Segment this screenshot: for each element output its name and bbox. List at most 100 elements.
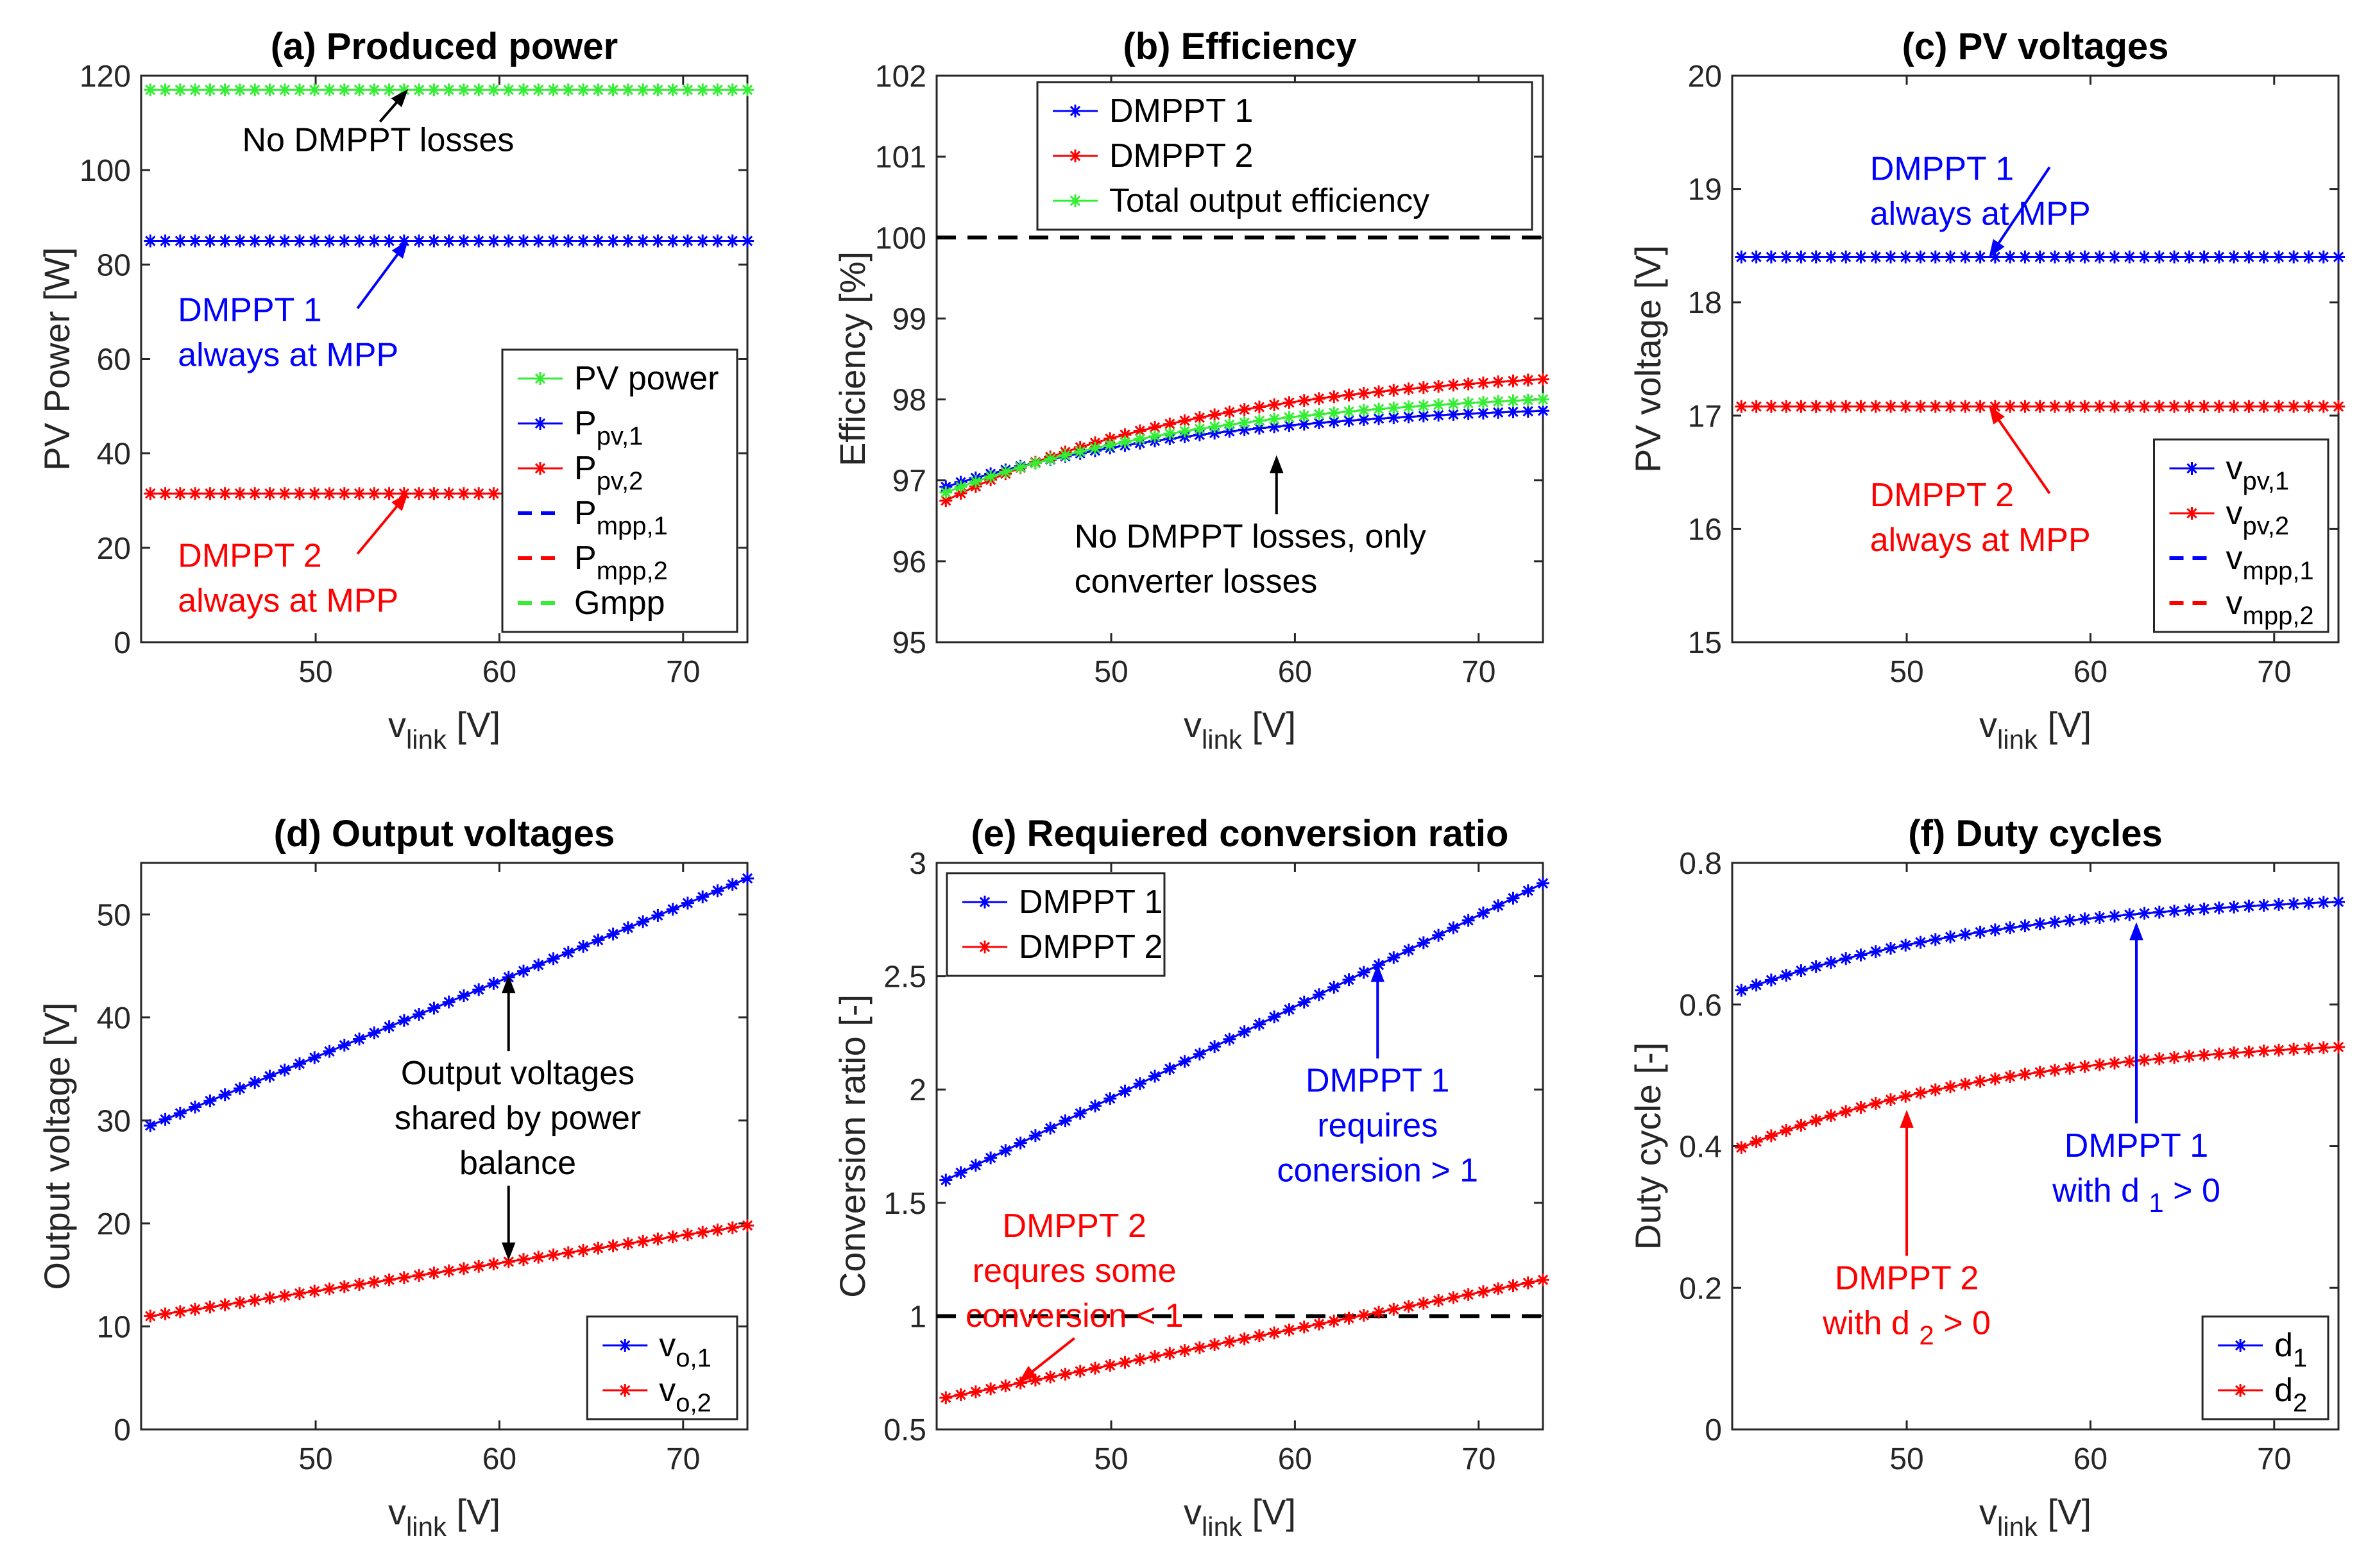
data-point	[1750, 400, 1763, 413]
data-point	[1780, 969, 1793, 982]
data-point	[248, 487, 262, 500]
annotation-arrow	[356, 505, 398, 555]
legend-label-base: P	[574, 495, 597, 532]
data-point	[1794, 964, 1808, 978]
data-point	[248, 234, 262, 248]
data-point	[651, 1232, 665, 1246]
legend-item: Gmpp	[518, 584, 665, 622]
data-point	[2078, 250, 2091, 264]
chart-title: (b) Efficiency	[1123, 26, 1356, 67]
legend-item: d1	[2218, 1327, 2307, 1372]
data-point	[1417, 409, 1430, 423]
data-point	[1476, 376, 1490, 389]
data-point	[1387, 411, 1401, 425]
y-tick-label: 3	[909, 847, 926, 881]
x-tick-label: 60	[482, 1442, 516, 1476]
data-point	[741, 872, 754, 885]
data-point	[233, 1296, 246, 1309]
annotation-text: with d 1 > 0	[2052, 1172, 2220, 1218]
data-point	[1357, 387, 1370, 400]
data-point	[2108, 250, 2121, 264]
data-point	[1163, 417, 1177, 430]
data-point	[293, 83, 306, 97]
x-axis-label: vlink [V]	[1979, 704, 2091, 754]
data-point	[1238, 1332, 1251, 1345]
data-point	[2227, 900, 2241, 914]
data-point	[1899, 400, 1912, 413]
y-tick-label: 0.6	[1679, 989, 1722, 1023]
legend-item: DMPPT 1	[1053, 92, 1253, 130]
data-point	[681, 1228, 694, 1241]
data-point	[1402, 382, 1415, 396]
data-point	[711, 884, 724, 898]
legend-item: Ppv,1	[518, 405, 643, 450]
annotation-arrowhead	[391, 89, 409, 108]
data-point	[1899, 1089, 1912, 1103]
legend-swatch-marker	[534, 372, 547, 385]
data-point	[2257, 1044, 2270, 1058]
data-point	[1238, 416, 1251, 429]
annotation-text: DMPPT 1	[1870, 150, 2014, 187]
data-point	[1914, 935, 1927, 949]
x-axis-label-sub: link	[1997, 724, 2038, 754]
y-tick-label: 96	[892, 545, 926, 579]
annotation: DMPPT 2 with d 2 > 0	[1822, 1109, 1991, 1350]
legend-box	[2153, 438, 2329, 633]
data-point	[2152, 250, 2166, 264]
data-point	[368, 234, 381, 248]
data-point	[2168, 905, 2181, 917]
data-point	[2317, 1041, 2330, 1055]
series-v-o-1	[144, 872, 754, 1132]
data-point	[2302, 896, 2315, 910]
data-point	[1193, 411, 1206, 424]
data-point	[2272, 250, 2285, 264]
legend-label-sub: pv,2	[2243, 512, 2290, 540]
y-tick-label: 20	[97, 1207, 131, 1241]
data-point	[1282, 419, 1296, 432]
annotation-text-sub: 1	[2149, 1188, 2163, 1218]
annotation-arrowhead	[1370, 964, 1384, 982]
chart-panel-f: 50 60 70 0 0.2 0.4 0.6 0.8 (f) Duty cycles Duty c…	[1628, 813, 2345, 1542]
x-tick-label: 70	[1461, 1442, 1495, 1476]
data-point	[1133, 1077, 1146, 1091]
annotation-arrow	[1032, 1337, 1076, 1373]
data-point	[1492, 1282, 1505, 1295]
data-point	[1178, 1344, 1191, 1358]
data-point	[382, 83, 396, 97]
data-point	[1973, 400, 1987, 413]
data-point	[1447, 379, 1460, 392]
data-point	[2123, 1055, 2136, 1068]
data-point	[1073, 1365, 1087, 1378]
legend-label-sub: o,2	[676, 1389, 711, 1417]
annotation-text: requires	[1317, 1107, 1438, 1145]
data-point	[2227, 250, 2241, 264]
data-point	[1297, 1320, 1311, 1334]
data-point	[2123, 250, 2136, 264]
data-point	[1476, 907, 1490, 920]
y-tick-label: 2.5	[883, 960, 926, 994]
data-point	[1342, 973, 1356, 987]
y-tick-label: 0	[1705, 1413, 1722, 1447]
y-tick-label: 40	[97, 438, 131, 472]
data-point	[1223, 1335, 1236, 1349]
data-point	[1118, 428, 1132, 441]
data-point	[2152, 1052, 2166, 1066]
data-point	[1327, 406, 1341, 420]
data-point	[1193, 422, 1206, 436]
data-point	[516, 1253, 530, 1266]
data-point	[1461, 1288, 1475, 1301]
legend-swatch-marker	[2234, 1384, 2247, 1397]
x-axis-label-unit: [V]	[447, 704, 500, 745]
annotation-text-part: with d	[1822, 1304, 1919, 1342]
data-point	[1238, 403, 1251, 416]
data-point	[1208, 1338, 1222, 1351]
data-point	[353, 1277, 366, 1291]
y-axis-label: Efficiency [%]	[832, 251, 873, 466]
data-point	[954, 480, 967, 493]
data-point	[158, 234, 172, 248]
data-point	[233, 234, 246, 248]
data-point	[1297, 394, 1311, 407]
data-point	[1764, 1129, 1778, 1143]
data-point	[1447, 921, 1460, 935]
data-point	[2093, 400, 2106, 413]
